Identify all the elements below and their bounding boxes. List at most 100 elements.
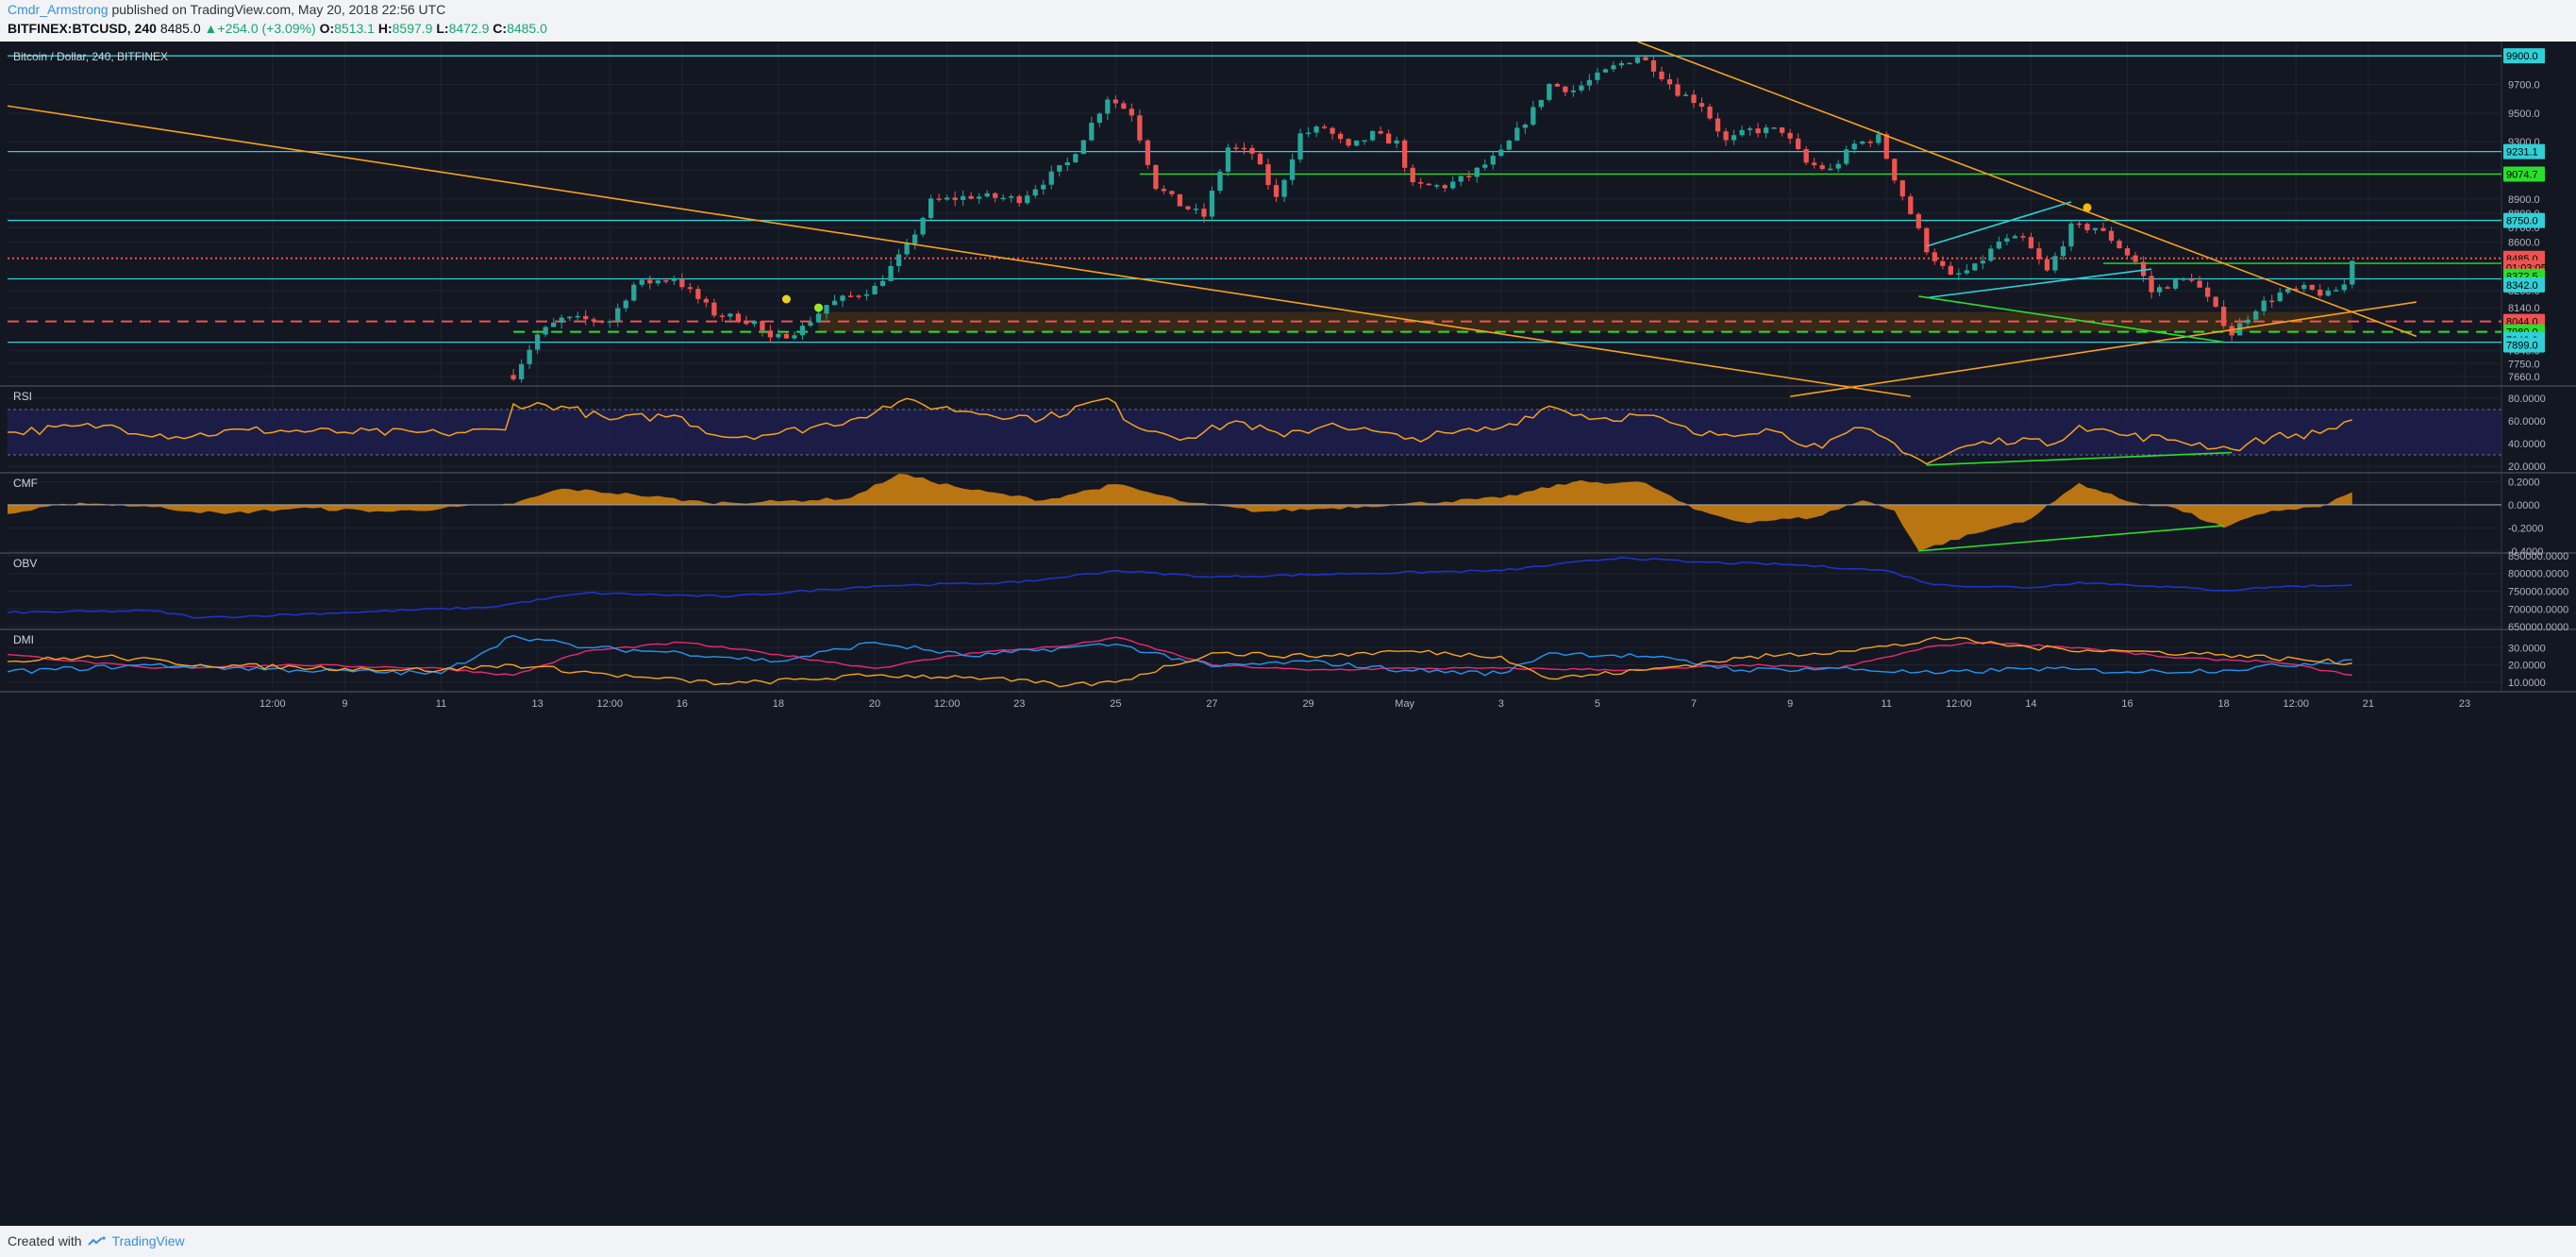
candle-body bbox=[583, 315, 589, 320]
candle-body bbox=[1554, 83, 1561, 87]
candle-body bbox=[703, 298, 709, 303]
time-axis-tick: 3 bbox=[1498, 698, 1504, 710]
signal-marker bbox=[813, 303, 823, 312]
candle-body bbox=[912, 234, 918, 244]
candle-body bbox=[863, 293, 870, 296]
time-axis-tick: 23 bbox=[2459, 698, 2470, 710]
candle-body bbox=[2205, 287, 2211, 297]
candle bbox=[1787, 128, 1793, 144]
candle bbox=[2341, 278, 2347, 293]
candle bbox=[559, 314, 564, 329]
tradingview-logo-icon bbox=[87, 1236, 106, 1247]
time-axis-tick: 23 bbox=[1013, 698, 1025, 710]
close-value: 8485.0 bbox=[507, 21, 547, 36]
candle-body bbox=[2133, 255, 2138, 262]
candle-body bbox=[2317, 289, 2323, 296]
candle bbox=[912, 229, 918, 250]
cmf-divergence-line bbox=[1918, 525, 2224, 552]
rsi-line bbox=[8, 397, 2353, 465]
price-change: +254.0 (+3.09%) bbox=[217, 21, 316, 36]
candle bbox=[2285, 287, 2291, 295]
created-with-label: Created with bbox=[8, 1233, 82, 1249]
candle bbox=[808, 316, 813, 327]
candle bbox=[1860, 140, 1865, 145]
candle-body bbox=[615, 308, 621, 322]
trendline bbox=[1637, 42, 2417, 338]
published-text: published on TradingView.com, May 20, 20… bbox=[111, 2, 446, 17]
candle bbox=[1731, 129, 1737, 145]
candle bbox=[1129, 103, 1134, 122]
rsi-title: RSI bbox=[13, 390, 32, 403]
candle-body bbox=[2350, 260, 2355, 285]
candle bbox=[1682, 92, 1689, 96]
candle bbox=[1000, 193, 1006, 202]
candle bbox=[1402, 138, 1408, 173]
candle-body bbox=[815, 313, 822, 323]
vertical-grid bbox=[272, 42, 2466, 691]
candle-body bbox=[2253, 310, 2259, 320]
candle-body bbox=[2293, 288, 2299, 291]
author-link[interactable]: Cmdr_Armstrong bbox=[8, 2, 109, 17]
candle bbox=[1153, 164, 1159, 192]
candle bbox=[968, 192, 974, 200]
candle bbox=[1554, 82, 1561, 88]
candle bbox=[2140, 256, 2147, 282]
price-badge: 9074.7 bbox=[2503, 166, 2545, 182]
candle bbox=[863, 289, 870, 301]
candle-body bbox=[535, 334, 541, 350]
indicator-axis-tick: 80.0000 bbox=[2508, 394, 2546, 405]
candle bbox=[1948, 261, 1953, 276]
candle-body bbox=[1570, 90, 1577, 92]
indicator-axis-tick: -0.2000 bbox=[2508, 523, 2543, 534]
time-axis-tick: 13 bbox=[532, 698, 544, 710]
tradingview-link[interactable]: TradingView bbox=[111, 1233, 185, 1249]
candle bbox=[1547, 82, 1552, 103]
time-axis-tick: 7 bbox=[1691, 698, 1697, 710]
candle-body bbox=[1009, 195, 1014, 198]
candle-body bbox=[879, 280, 886, 286]
candle bbox=[1177, 193, 1183, 207]
candle-body bbox=[1964, 270, 1969, 274]
low-label: L: bbox=[436, 21, 449, 36]
candle-body bbox=[1057, 165, 1062, 172]
candle bbox=[1908, 193, 1914, 215]
candle-body bbox=[1595, 72, 1600, 80]
created-with: Created with TradingView bbox=[8, 1233, 185, 1249]
candle bbox=[1394, 136, 1399, 149]
candle-body bbox=[559, 317, 564, 323]
candle bbox=[1851, 140, 1857, 154]
candle bbox=[1698, 97, 1705, 112]
time-axis-tick: 27 bbox=[1206, 698, 1217, 710]
candle-body bbox=[2004, 238, 2010, 243]
time-axis-tick: 16 bbox=[677, 698, 688, 710]
candle-body bbox=[1948, 265, 1953, 275]
price-badge-box bbox=[2503, 166, 2545, 182]
candle-body bbox=[1876, 134, 1882, 143]
candle-body bbox=[1812, 162, 1817, 166]
candle bbox=[1956, 268, 1962, 280]
indicator-axis-tick: 20.0000 bbox=[2508, 461, 2546, 473]
candle-body bbox=[2124, 248, 2131, 256]
candle bbox=[1675, 77, 1681, 97]
time-axis-tick: 9 bbox=[1787, 698, 1793, 710]
candle bbox=[1643, 56, 1648, 61]
candle bbox=[1506, 139, 1512, 151]
candle bbox=[1899, 179, 1905, 201]
candle-body bbox=[1330, 127, 1335, 134]
price-pane: 9700.09500.09300.09100.08900.08800.08700… bbox=[7, 42, 2547, 397]
candle bbox=[904, 239, 910, 258]
candle bbox=[879, 275, 886, 287]
candle-body bbox=[2213, 296, 2218, 308]
candle-body bbox=[1241, 147, 1247, 150]
chart-area[interactable]: 9700.09500.09300.09100.08900.08800.08700… bbox=[0, 42, 2576, 1226]
open-label: O: bbox=[319, 21, 335, 36]
candle bbox=[1771, 126, 1777, 129]
candle-body bbox=[1410, 167, 1415, 183]
candle-body bbox=[1956, 273, 1962, 276]
indicator-axis-tick: 850000.0000 bbox=[2508, 551, 2568, 562]
candle-body bbox=[993, 193, 998, 198]
candle bbox=[639, 279, 644, 288]
candle bbox=[2124, 245, 2131, 260]
candle-body bbox=[799, 326, 806, 336]
candle bbox=[847, 291, 854, 298]
